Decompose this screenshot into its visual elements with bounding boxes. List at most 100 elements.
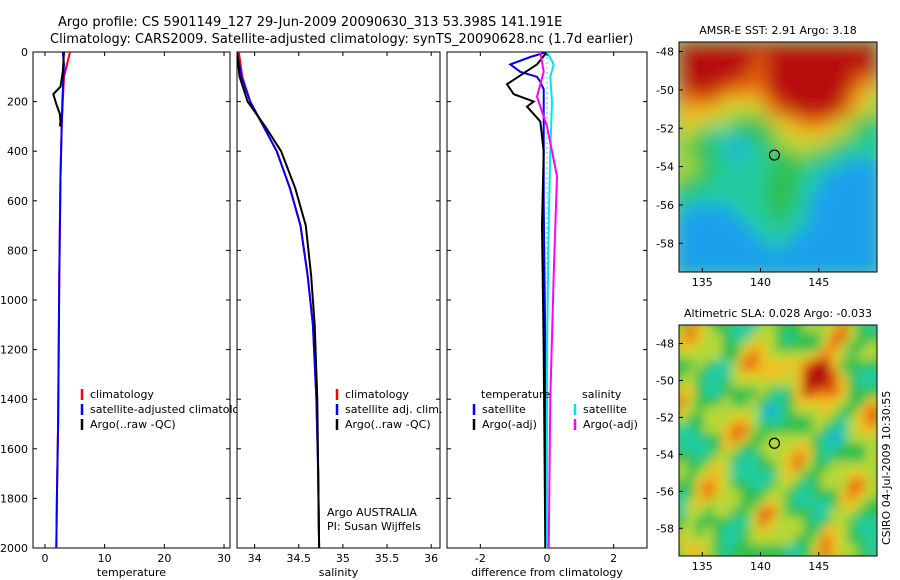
series-group bbox=[505, 52, 559, 548]
x-tick-label: 35.5 bbox=[375, 552, 400, 565]
map-cell bbox=[679, 470, 690, 485]
x-axis-label: temperature bbox=[97, 566, 166, 579]
map-cell bbox=[839, 325, 852, 337]
x-tick-label: 36 bbox=[424, 552, 438, 565]
map-cell bbox=[679, 396, 690, 411]
map-cell bbox=[821, 544, 834, 556]
map-cell bbox=[776, 544, 789, 556]
map-cell bbox=[812, 544, 825, 556]
y-tick-label: 400 bbox=[7, 145, 28, 158]
map-frame bbox=[678, 41, 878, 273]
map-cell bbox=[731, 544, 744, 556]
x-axis-label: salinity bbox=[319, 566, 359, 579]
map-cell bbox=[866, 433, 877, 448]
map-cell bbox=[767, 544, 780, 556]
map-cell bbox=[679, 461, 690, 475]
x-tick-label: 140 bbox=[750, 276, 771, 289]
series-line-argo-raw-qc- bbox=[52, 52, 65, 127]
map-cell bbox=[679, 378, 690, 392]
map-cell bbox=[722, 325, 735, 337]
header-line-2: Climatology: CARS2009. Satellite-adjuste… bbox=[50, 32, 633, 47]
map-cell bbox=[821, 325, 834, 337]
map-cell bbox=[866, 387, 877, 401]
map-cell bbox=[866, 325, 877, 337]
map-cell bbox=[679, 526, 690, 540]
legend-label: satellite bbox=[583, 403, 627, 416]
map-cell bbox=[866, 498, 877, 512]
map-cell bbox=[866, 406, 877, 420]
y-tick-label: -52 bbox=[656, 411, 674, 424]
map-cell bbox=[857, 325, 870, 337]
map-cell bbox=[679, 498, 690, 512]
y-tick-label: -54 bbox=[656, 161, 674, 174]
y-tick-label: 1600 bbox=[0, 443, 28, 456]
map-cell bbox=[740, 325, 753, 337]
map-cell bbox=[866, 443, 877, 457]
x-tick-label: 145 bbox=[808, 560, 829, 573]
annotation-argo-australia: Argo AUSTRALIA bbox=[327, 506, 417, 519]
map-cell bbox=[864, 259, 877, 272]
map-cell bbox=[848, 544, 861, 556]
x-tick-label: 135 bbox=[692, 560, 713, 573]
map-cell bbox=[679, 480, 690, 494]
map-cell bbox=[794, 544, 807, 556]
x-tick-label: -2 bbox=[475, 552, 486, 565]
map-cell bbox=[866, 461, 877, 475]
profile-panel-2: 34 34.5 35 35.5 36 salinity climatology satelli… bbox=[236, 51, 442, 579]
y-tick-label: -50 bbox=[656, 84, 674, 97]
map-cell bbox=[866, 489, 877, 503]
map-cell bbox=[695, 544, 708, 556]
header-line-1: Argo profile: CS 5901149_127 29-Jun-2009… bbox=[58, 15, 562, 30]
series-line-satellite-adjusted-climatology bbox=[55, 52, 66, 548]
x-tick-label: 30 bbox=[217, 552, 231, 565]
x-tick-label: 20 bbox=[157, 552, 171, 565]
map-cell bbox=[866, 535, 877, 549]
y-tick-label: -58 bbox=[656, 237, 674, 250]
map-cell bbox=[679, 452, 690, 466]
map-cell bbox=[866, 332, 877, 346]
legend-label: climatology bbox=[345, 388, 409, 401]
map-cell bbox=[695, 325, 708, 337]
map-cell bbox=[713, 325, 726, 337]
legend-label: Argo(..raw -QC) bbox=[345, 418, 431, 431]
map-panel-1: AMSR-E SST: 2.91 Argo: 3.18 135 140 145 -48 -… bbox=[656, 24, 878, 289]
map-cell bbox=[740, 544, 753, 556]
map-cell bbox=[803, 544, 816, 556]
map-cell bbox=[812, 325, 825, 337]
map-cell bbox=[776, 325, 789, 337]
legend-label: Argo(..raw -QC) bbox=[90, 418, 176, 431]
annotation-pi: PI: Susan Wijffels bbox=[327, 520, 421, 533]
map-cell bbox=[679, 507, 690, 522]
map-title: AMSR-E SST: 2.91 Argo: 3.18 bbox=[699, 24, 857, 37]
series-line-satellite bbox=[546, 52, 555, 548]
map-cell bbox=[857, 544, 870, 556]
map-cell bbox=[704, 544, 717, 556]
x-tick-label: 145 bbox=[808, 276, 829, 289]
series-group bbox=[52, 52, 71, 548]
map-cell bbox=[866, 507, 877, 522]
map-cell bbox=[767, 325, 780, 337]
map-cell bbox=[866, 378, 877, 392]
map-cell bbox=[866, 359, 877, 374]
profile-location-marker bbox=[768, 149, 781, 161]
map-cell bbox=[749, 544, 762, 556]
legend-label: Argo(-adj) bbox=[482, 418, 537, 431]
map-cell bbox=[686, 325, 699, 337]
map-cell bbox=[866, 350, 877, 364]
map-cell bbox=[679, 387, 690, 401]
map-cell bbox=[866, 424, 877, 438]
map-cell bbox=[866, 526, 877, 540]
series-group bbox=[237, 52, 321, 548]
y-tick-label: -56 bbox=[656, 485, 674, 498]
y-tick-label: -48 bbox=[656, 46, 674, 59]
x-tick-label: 35 bbox=[336, 552, 350, 565]
profile-panel-1: 0 10 20 30 0 200 400 600 800 1000 1200 1400 1600 1800… bbox=[0, 46, 253, 579]
y-tick-label: 600 bbox=[7, 195, 28, 208]
x-tick-label: 2 bbox=[610, 552, 617, 565]
map-cell bbox=[758, 325, 771, 337]
map-cell bbox=[866, 415, 877, 429]
map-cell bbox=[803, 325, 816, 337]
map-cell bbox=[679, 341, 690, 355]
map-cell bbox=[679, 424, 690, 438]
